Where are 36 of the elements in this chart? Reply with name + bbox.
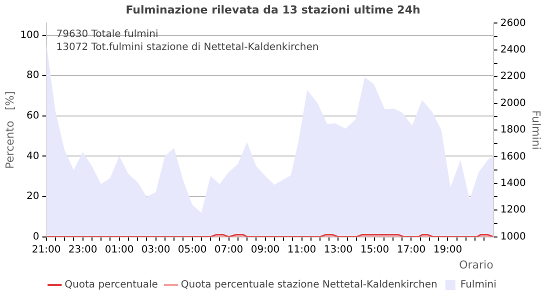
legend-label: Quota percentuale stazione Nettetal-Kaldenkirchen	[180, 280, 438, 291]
x-tick-label: 03:00	[141, 244, 170, 256]
x-tick-label: 23:00	[68, 244, 98, 256]
y2-tick-label: 2000	[500, 98, 526, 109]
x-tick-label: 15:00	[360, 244, 390, 256]
x-axis-title: Orario	[459, 258, 494, 272]
legend-label: Fulmini	[460, 280, 496, 291]
y-tick-label: 60	[26, 110, 40, 122]
x-tick-label: 19:00	[433, 244, 462, 256]
x-tick-label: 13:00	[324, 244, 353, 256]
y2-tick-label: 1600	[500, 151, 526, 162]
x-tick-label: 01:00	[104, 244, 134, 256]
y-tick-label: 0	[32, 231, 40, 242]
annotation: 79630 Totale fulmini	[56, 28, 158, 40]
x-tick-label: 21:00	[32, 244, 61, 256]
y2-tick-label: 2400	[500, 44, 526, 56]
y-tick-label: 100	[20, 30, 40, 41]
y2-tick-label: 1200	[500, 204, 526, 216]
x-tick-label: 05:00	[178, 244, 207, 256]
y2-tick-label: 2600	[500, 18, 526, 29]
x-tick-label: 09:00	[250, 244, 280, 256]
x-tick-label: 07:00	[214, 244, 244, 256]
annotation: 13072 Tot.fulmini stazione di Nettetal-Kaldenkirchen	[56, 42, 319, 53]
y2-tick-label: 1800	[500, 124, 526, 136]
y-tick-label: 80	[26, 70, 40, 82]
legend-label: Quota percentuale	[64, 280, 158, 291]
x-tick-label: 17:00	[396, 244, 426, 256]
y2-tick-label: 1400	[500, 178, 526, 189]
chart-title: Fulminazione rilevata da 13 stazioni ultime 24h	[126, 3, 420, 16]
y2-axis-title: Fulmini	[530, 110, 543, 150]
y2-tick-label: 2200	[500, 71, 526, 82]
y2-tick-label: 1000	[500, 231, 526, 242]
y-tick-label: 20	[26, 191, 40, 202]
x-tick-label: 11:00	[287, 244, 316, 256]
y-axis-title: Percento [%]	[3, 91, 16, 169]
y-tick-label: 40	[26, 150, 40, 162]
